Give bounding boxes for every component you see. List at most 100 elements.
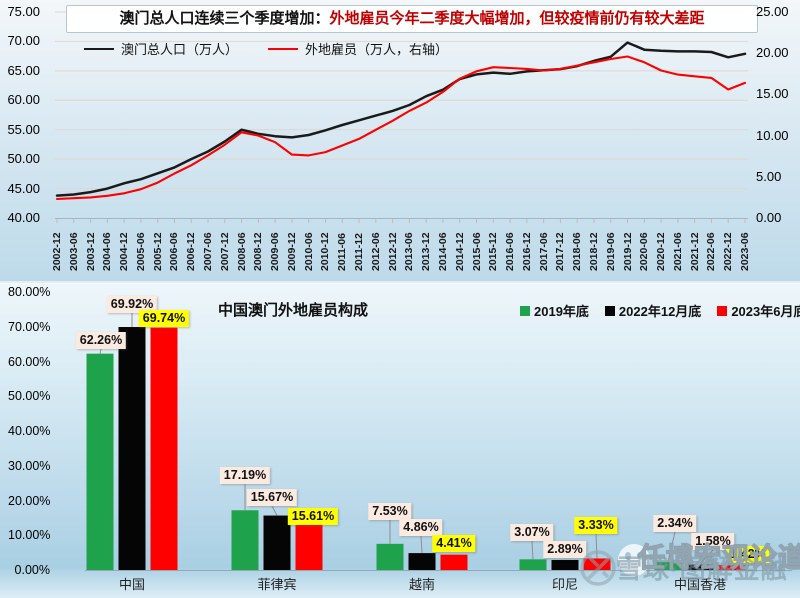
series-line-foreign-workers <box>55 55 747 201</box>
x-axis-label: 2007-06 <box>202 232 215 271</box>
x-axis-label: 2004-12 <box>118 232 131 271</box>
leader-line <box>420 535 423 554</box>
bar-y-axis-label: 80.00% <box>8 285 51 299</box>
x-axis-label: 2003-06 <box>67 232 80 271</box>
bar-value-label: 15.61% <box>287 508 339 525</box>
x-axis-label: 2015-12 <box>487 232 500 271</box>
legend-swatch <box>520 305 530 316</box>
bar-value-label: 69.92% <box>106 296 158 313</box>
bar <box>231 510 259 570</box>
x-axis-label: 2020-06 <box>638 232 651 271</box>
leader-line <box>699 549 714 565</box>
line-chart-panel <box>0 0 800 283</box>
x-axis-label: 2010-06 <box>302 232 315 271</box>
x-axis-label: 2019-06 <box>604 232 617 271</box>
bar-y-axis-label: 30.00% <box>8 458 51 473</box>
x-axis-label: 2012-12 <box>386 232 399 271</box>
x-axis-label: 2023-06 <box>739 232 751 271</box>
bar-value-label: 17.19% <box>219 467 271 484</box>
x-axis-label: 2010-12 <box>319 232 332 271</box>
bar-value-label: 62.26% <box>75 332 127 349</box>
y-axis-left-label: 50.00 <box>7 151 40 167</box>
y-axis-left-label: 55.00 <box>7 121 40 137</box>
y-axis-left-label: 45.00 <box>7 180 40 196</box>
legend-label: 2019年底 <box>534 304 589 319</box>
bar <box>118 327 146 570</box>
y-axis-right-label: 15.00 <box>756 86 789 102</box>
bar-value-label: 4.86% <box>399 519 443 536</box>
legend-label: 澳门总人口（万人） <box>121 42 239 57</box>
bar-chart-legend: 2019年底 2022年12月底 2023年6月底 <box>520 301 800 320</box>
category-label: 中国香港 <box>673 577 726 592</box>
y-axis-right-label: 20.00 <box>756 45 789 61</box>
y-axis-left-label: 65.00 <box>7 62 40 78</box>
x-axis-label: 2005-12 <box>151 232 164 271</box>
y-axis-right-label: 0.00 <box>756 210 782 225</box>
leader-line <box>595 533 598 559</box>
x-axis-label: 2014-12 <box>453 232 466 271</box>
bar-y-axis-label: 70.00% <box>8 319 51 334</box>
legend-item: 2019年底 <box>520 301 589 320</box>
bar-value-label: 3.07% <box>510 524 554 541</box>
bar <box>686 564 714 570</box>
bar <box>551 559 579 570</box>
category-label: 越南 <box>408 577 435 592</box>
x-axis-label: 2022-06 <box>705 232 718 271</box>
x-axis-label: 2016-12 <box>520 232 533 271</box>
x-axis-label: 2012-06 <box>369 232 382 271</box>
bar <box>440 554 468 570</box>
series-line-total-population <box>55 41 747 197</box>
legend-label: 外地雇员（万人，右轴） <box>305 42 449 57</box>
legend-line-swatch <box>268 47 299 50</box>
x-axis-label: 2006-12 <box>185 232 198 271</box>
x-axis-label: 2002-12 <box>51 232 63 271</box>
x-axis-label: 2011-06 <box>336 233 349 271</box>
bar-value-label: 1.42% <box>726 546 770 563</box>
legend-label: 2023年6月底 <box>731 304 800 319</box>
bar <box>654 561 682 570</box>
x-axis-label: 2011-12 <box>353 233 366 271</box>
legend-swatch <box>717 305 728 316</box>
bar-value-label: 1.58% <box>691 533 735 550</box>
x-axis-label: 2008-12 <box>252 232 265 271</box>
x-axis-label: 2006-06 <box>168 232 181 271</box>
leader-line <box>99 348 102 354</box>
bar-y-axis-label: 0.00% <box>14 563 50 577</box>
bar <box>150 327 178 570</box>
x-axis-label: 2018-12 <box>587 232 600 271</box>
leader-line <box>271 505 278 516</box>
panel-divider <box>0 281 800 284</box>
bar-y-axis-label: 60.00% <box>8 354 51 369</box>
legend-item: 外地雇员（万人，右轴） <box>268 39 448 58</box>
bar-y-axis-label: 10.00% <box>8 528 51 543</box>
y-axis-right-label: 10.00 <box>756 127 789 143</box>
category-label: 中国 <box>118 577 145 592</box>
y-axis-left-label: 75.00 <box>7 4 40 19</box>
x-axis-label: 2017-06 <box>537 232 550 271</box>
x-axis-label: 2022-12 <box>722 232 735 271</box>
x-axis-label: 2020-12 <box>655 232 668 271</box>
bar-value-label: 4.41% <box>432 535 476 552</box>
bar <box>376 543 404 570</box>
bar-value-label: 3.33% <box>574 517 618 534</box>
x-axis-label: 2016-06 <box>504 232 517 271</box>
bar <box>519 559 547 570</box>
x-axis-label: 2008-06 <box>235 232 248 271</box>
bar-value-label: 7.53% <box>368 503 412 520</box>
bar-value-label: 2.34% <box>653 515 697 532</box>
x-axis-label: 2009-06 <box>269 232 282 271</box>
bar <box>718 565 746 570</box>
line-chart-legend: 澳门总人口（万人） 外地雇员（万人，右轴） <box>84 39 448 58</box>
x-axis-label: 2005-06 <box>134 232 147 271</box>
y-axis-left-label: 70.00 <box>7 33 40 49</box>
bar <box>583 558 611 570</box>
x-axis-label: 2013-06 <box>403 232 416 271</box>
leader-line <box>531 540 534 560</box>
x-axis-label: 2003-12 <box>84 232 97 271</box>
bar <box>263 515 291 570</box>
bar-chart-title: 中国澳门外地雇员构成 <box>218 302 369 319</box>
x-axis-label: 2021-06 <box>671 232 684 271</box>
line-chart-title-emphasis: 外地雇员今年二季度大幅增加，但较疫情前仍有较大差距 <box>329 10 705 27</box>
bar-value-label: 2.89% <box>543 541 587 558</box>
